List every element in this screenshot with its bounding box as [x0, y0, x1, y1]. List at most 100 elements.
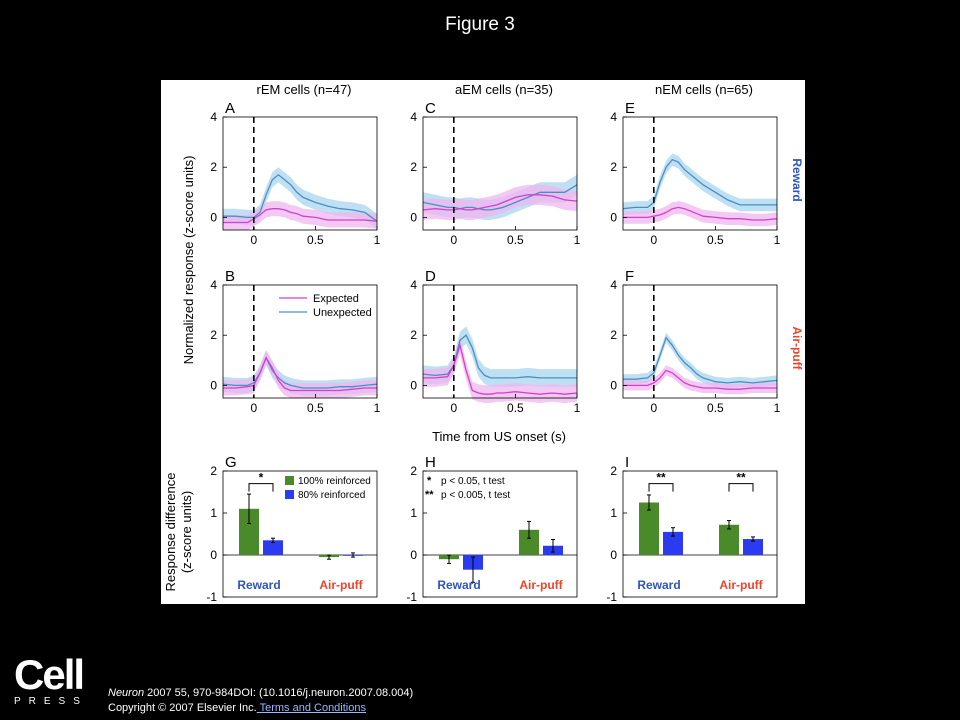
column-title: nEM cells (n=65)	[655, 82, 753, 97]
journal-name: Neuron	[108, 687, 145, 699]
y-tick-label: -1	[206, 590, 217, 604]
y-tick-label: 2	[410, 464, 417, 478]
y-tick-label: -1	[406, 590, 417, 604]
panel-letter: B	[225, 268, 235, 285]
x-tick-label: 0.5	[507, 233, 524, 247]
y-tick-label: 4	[410, 110, 417, 124]
logo-wordmark: Cell	[14, 651, 85, 698]
y-tick-label: 0	[210, 210, 217, 224]
citation-text: 2007 55, 970-984DOI: (10.1016/j.neuron.2…	[144, 687, 414, 699]
x-tick-label: 0.5	[307, 401, 324, 415]
bar-panel-h: -1 0 1 2 H Reward Air-puff	[406, 454, 578, 604]
legend-100-swatch	[285, 476, 294, 485]
y-tick-label: 2	[410, 328, 417, 342]
expected-line	[422, 194, 578, 211]
bar-100-reinforced	[239, 508, 259, 555]
y-tick-label: 2	[210, 160, 217, 174]
expected-line	[423, 342, 578, 395]
panel-letter: H	[425, 454, 436, 471]
expected-line	[223, 208, 378, 224]
y-tick-label: 2	[210, 464, 217, 478]
figure-panel: rEM cells (n=47) aEM cells (n=35) nEM cell…	[161, 80, 805, 604]
y-tick-label: 0	[210, 378, 217, 392]
plot-frame	[622, 116, 778, 231]
logo-subword: PRESS	[14, 696, 88, 707]
y-axis-label-top: Normalized response (z-score units)	[181, 156, 196, 365]
time-panel-d: 0 0.5 1 0 2 4 D	[410, 268, 580, 415]
group-label-reward: Reward	[237, 578, 280, 592]
bar-100-reinforced	[519, 529, 539, 555]
bar-100-reinforced	[719, 524, 739, 555]
y-tick-label: 1	[610, 506, 617, 520]
y-tick-label: 2	[210, 328, 217, 342]
y-tick-label: 4	[610, 110, 617, 124]
y-tick-label: 4	[210, 110, 217, 124]
x-tick-label: 0.5	[307, 233, 324, 247]
time-panel-f: 0 0.5 1 0 2 4 F	[610, 268, 780, 415]
panel-letter: D	[425, 268, 436, 285]
unexpected-line	[422, 184, 578, 211]
group-label-reward: Reward	[437, 578, 480, 592]
plot-frame	[222, 116, 378, 231]
x-tick-label: 0	[450, 233, 457, 247]
y-tick-label: 4	[610, 278, 617, 292]
time-panel-e: 0 0.5 1 0 2 4 E	[610, 100, 780, 247]
x-tick-label: 0	[650, 233, 657, 247]
footer-citation: Neuron 2007 55, 970-984DOI: (10.1016/j.n…	[108, 686, 413, 716]
unexpected-line	[223, 173, 378, 222]
legend-time: Expected Unexpected	[279, 293, 372, 319]
panel-letter: A	[225, 100, 235, 117]
panel-letter: I	[625, 454, 629, 471]
legend-bars: 100% reinforced 80% reinforced	[285, 476, 371, 501]
y-tick-label: 0	[410, 378, 417, 392]
legend-80-swatch	[285, 490, 294, 499]
bar-100-reinforced	[639, 502, 659, 555]
legend-100-label: 100% reinforced	[298, 476, 371, 487]
panel-letter: E	[625, 100, 635, 117]
group-label-air-puff: Air-puff	[319, 578, 363, 592]
y-tick-label: 4	[210, 278, 217, 292]
significance-bracket	[248, 483, 274, 492]
x-tick-label: 0	[450, 401, 457, 415]
y-tick-label: 1	[210, 506, 217, 520]
time-panel-a: 0 0.5 1 0 2 4 A	[210, 100, 380, 247]
group-label-air-puff: Air-puff	[519, 578, 563, 592]
terms-link[interactable]: Terms and Conditions	[256, 702, 366, 714]
bar-panel-g: -1 0 1 2 G Reward Air-puff *	[206, 454, 378, 604]
bar-80-reinforced	[263, 540, 283, 555]
column-title: rEM cells (n=47)	[257, 82, 352, 97]
x-tick-label: 1	[774, 401, 781, 415]
y-tick-label: 0	[210, 548, 217, 562]
significance-bracket	[728, 483, 754, 492]
y-tick-label: 2	[610, 328, 617, 342]
group-label-air-puff: Air-puff	[719, 578, 763, 592]
plot-frame	[622, 470, 778, 598]
y-tick-label: 2	[610, 160, 617, 174]
panel-letter: F	[625, 268, 634, 285]
bar-80-reinforced	[743, 539, 763, 555]
x-tick-label: 0.5	[707, 233, 724, 247]
significance-mark: **	[656, 471, 666, 485]
copyright-text: Copyright © 2007 Elsevier Inc.	[108, 702, 257, 714]
expected-line	[623, 206, 778, 221]
x-tick-label: 1	[574, 401, 581, 415]
sig-legend-mark: **	[425, 489, 434, 501]
unexpected-line	[623, 336, 778, 384]
column-title: aEM cells (n=35)	[455, 82, 553, 97]
x-tick-label: 1	[374, 233, 381, 247]
legend-80-label: 80% reinforced	[298, 490, 365, 501]
legend-expected-label: Expected	[313, 293, 359, 305]
figure-chart: rEM cells (n=47) aEM cells (n=35) nEM cell…	[163, 82, 804, 604]
y-tick-label: 0	[610, 378, 617, 392]
expected-line	[623, 369, 777, 390]
y-tick-label: 0	[610, 548, 617, 562]
plot-frame	[622, 284, 778, 399]
x-tick-label: 0.5	[507, 401, 524, 415]
plot-frame	[422, 116, 578, 231]
cell-press-logo: Cell PRESS	[14, 651, 88, 708]
x-tick-label: 0	[650, 401, 657, 415]
significance-bracket	[648, 483, 674, 492]
sig-legend-mark: *	[427, 475, 432, 487]
x-axis-label-top: Time from US onset (s)	[432, 429, 566, 444]
panel-letter: G	[225, 454, 237, 471]
